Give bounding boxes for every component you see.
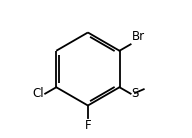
Text: Br: Br	[132, 30, 145, 43]
Text: F: F	[84, 119, 91, 132]
Text: S: S	[131, 87, 139, 99]
Text: Cl: Cl	[32, 87, 44, 100]
